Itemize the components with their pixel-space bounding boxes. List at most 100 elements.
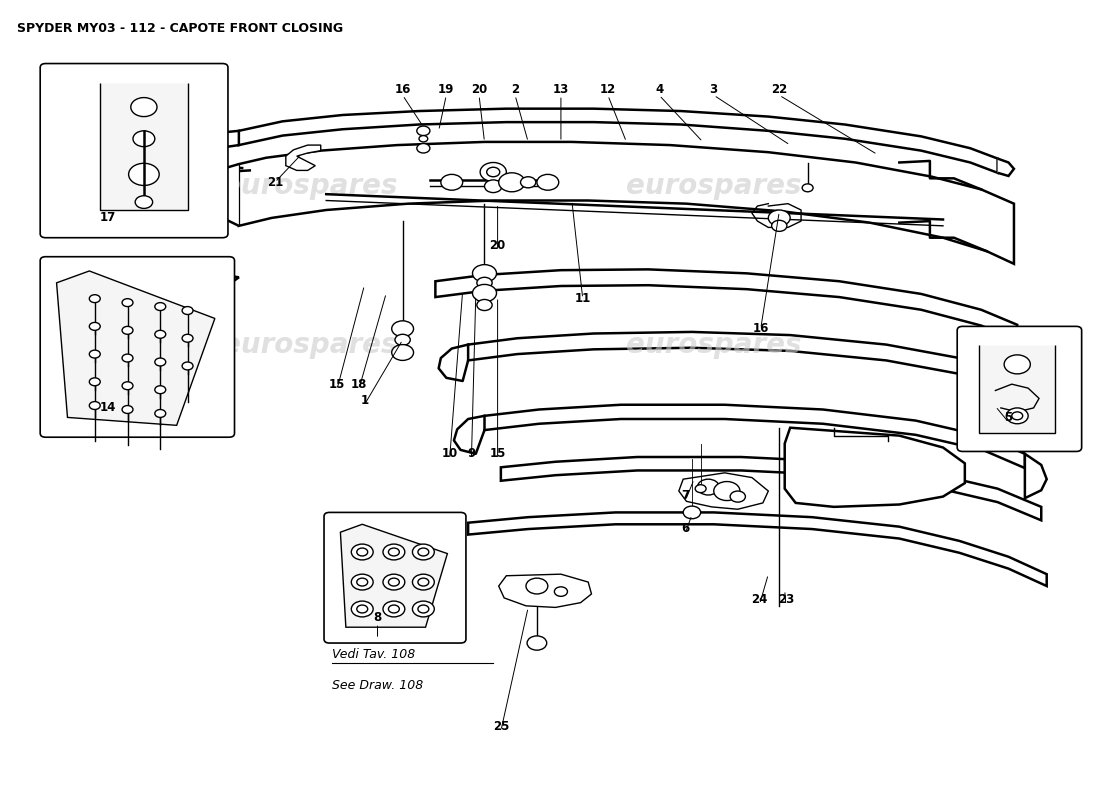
Circle shape	[351, 601, 373, 617]
Text: 6: 6	[681, 522, 690, 534]
Text: 15: 15	[490, 447, 506, 460]
Circle shape	[412, 601, 434, 617]
Circle shape	[356, 605, 367, 613]
Text: 13: 13	[553, 83, 569, 96]
Text: SPYDER MY03 - 112 - CAPOTE FRONT CLOSING: SPYDER MY03 - 112 - CAPOTE FRONT CLOSING	[18, 22, 343, 34]
Text: 19: 19	[438, 83, 454, 96]
Polygon shape	[500, 457, 1042, 520]
Circle shape	[419, 135, 428, 142]
Circle shape	[537, 174, 559, 190]
Circle shape	[183, 306, 192, 314]
Polygon shape	[498, 574, 592, 607]
Circle shape	[1012, 412, 1023, 420]
Circle shape	[480, 162, 506, 182]
Polygon shape	[56, 271, 214, 426]
Circle shape	[122, 406, 133, 414]
Text: eurospares: eurospares	[626, 172, 802, 200]
Text: 24: 24	[751, 593, 768, 606]
Text: 16: 16	[752, 322, 769, 335]
Circle shape	[714, 482, 740, 501]
Text: eurospares: eurospares	[222, 172, 397, 200]
Circle shape	[388, 605, 399, 613]
Circle shape	[477, 299, 492, 310]
Circle shape	[383, 574, 405, 590]
Circle shape	[133, 131, 155, 146]
Circle shape	[395, 334, 410, 346]
Circle shape	[135, 196, 153, 209]
Circle shape	[418, 578, 429, 586]
Text: 14: 14	[100, 402, 117, 414]
Circle shape	[412, 544, 434, 560]
Circle shape	[417, 126, 430, 135]
Circle shape	[697, 479, 719, 495]
Circle shape	[802, 184, 813, 192]
Circle shape	[356, 578, 367, 586]
Circle shape	[155, 358, 166, 366]
Circle shape	[1004, 355, 1031, 374]
Circle shape	[351, 544, 373, 560]
Polygon shape	[340, 524, 448, 627]
Polygon shape	[998, 158, 1014, 176]
Text: 5: 5	[1004, 411, 1013, 424]
Circle shape	[122, 382, 133, 390]
Circle shape	[131, 98, 157, 117]
Circle shape	[89, 294, 100, 302]
Polygon shape	[784, 428, 965, 507]
Circle shape	[183, 362, 192, 370]
Circle shape	[89, 350, 100, 358]
Circle shape	[122, 354, 133, 362]
Polygon shape	[204, 164, 239, 226]
Circle shape	[498, 173, 525, 192]
Text: eurospares: eurospares	[626, 330, 802, 358]
Polygon shape	[679, 473, 768, 510]
FancyBboxPatch shape	[41, 257, 234, 438]
Polygon shape	[469, 332, 1039, 408]
Circle shape	[392, 321, 414, 337]
Circle shape	[388, 548, 399, 556]
Text: 20: 20	[471, 83, 487, 96]
Circle shape	[554, 587, 568, 596]
Polygon shape	[1025, 454, 1047, 498]
Text: 16: 16	[395, 83, 410, 96]
Text: 7: 7	[681, 489, 690, 502]
Circle shape	[477, 278, 492, 288]
Text: 4: 4	[654, 83, 663, 96]
Circle shape	[441, 174, 463, 190]
Text: 9: 9	[468, 447, 475, 460]
Polygon shape	[1040, 392, 1058, 434]
Circle shape	[129, 163, 160, 186]
Circle shape	[412, 574, 434, 590]
Polygon shape	[239, 109, 998, 173]
Polygon shape	[239, 142, 1014, 264]
Circle shape	[89, 378, 100, 386]
Circle shape	[418, 548, 429, 556]
Circle shape	[730, 491, 746, 502]
Polygon shape	[436, 270, 1018, 341]
Circle shape	[122, 326, 133, 334]
Text: 1: 1	[361, 394, 368, 406]
Polygon shape	[286, 145, 321, 170]
Text: 18: 18	[351, 378, 367, 390]
Circle shape	[155, 302, 166, 310]
Circle shape	[392, 345, 414, 361]
Text: 12: 12	[600, 83, 616, 96]
Circle shape	[418, 605, 429, 613]
Polygon shape	[979, 345, 1055, 434]
Text: 23: 23	[778, 593, 794, 606]
Circle shape	[417, 143, 430, 153]
Text: eurospares: eurospares	[222, 330, 397, 358]
Circle shape	[486, 167, 499, 177]
Circle shape	[155, 386, 166, 394]
Circle shape	[383, 601, 405, 617]
Text: 21: 21	[267, 176, 283, 189]
Circle shape	[155, 330, 166, 338]
Polygon shape	[484, 405, 1025, 468]
Circle shape	[351, 574, 373, 590]
Circle shape	[1006, 408, 1028, 424]
Text: Vedi Tav. 108: Vedi Tav. 108	[332, 648, 415, 662]
Circle shape	[473, 265, 496, 282]
Text: 25: 25	[493, 720, 509, 733]
Circle shape	[683, 506, 701, 518]
Text: 15: 15	[329, 378, 345, 390]
Circle shape	[526, 578, 548, 594]
